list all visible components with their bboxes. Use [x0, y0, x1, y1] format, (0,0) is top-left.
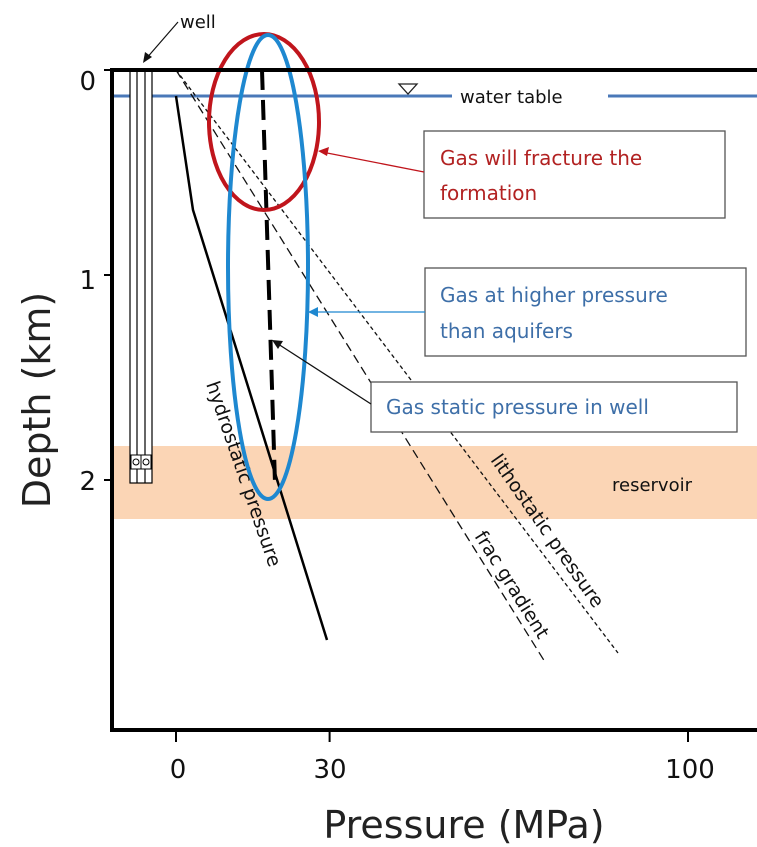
fracture-callout-box	[423, 130, 726, 219]
x-tick-label-30: 30	[313, 755, 346, 785]
well-casing	[129, 69, 153, 484]
gas-static-pressure-line	[260, 69, 277, 484]
higher-pressure-arrowhead	[308, 307, 318, 317]
well-arrow	[144, 21, 179, 61]
reservoir-label: reservoir	[612, 475, 693, 496]
static-pressure-arrowhead	[272, 340, 283, 349]
well-arrowhead	[143, 52, 152, 63]
static-pressure-callout-box	[370, 381, 738, 433]
x-tick-label-0: 0	[170, 755, 187, 785]
y-tick-label-0: 0	[79, 67, 96, 97]
fracture-arrowhead	[318, 147, 329, 156]
higher-pressure-line2: than aquifers	[440, 319, 573, 343]
fracture-zone-ellipse	[207, 32, 321, 212]
y-tick-marks	[104, 69, 112, 481]
y-tick-label-1: 1	[79, 266, 96, 296]
frac-gradient-label: frac gradient	[470, 527, 554, 643]
fracture-callout-line2: formation	[440, 181, 537, 205]
lithostatic-pressure-line	[175, 69, 619, 654]
x-tick-marks	[175, 730, 689, 742]
frac-gradient-line	[175, 69, 546, 663]
reservoir-band	[112, 446, 757, 519]
static-pressure-arrow	[274, 341, 372, 405]
higher-pressure-ellipse	[226, 33, 310, 501]
x-axis-title: Pressure (MPa)	[323, 803, 604, 847]
static-pressure-text: Gas static pressure in well	[386, 395, 649, 419]
fracture-callout-arrow	[321, 151, 425, 173]
y-tick-label-2: 2	[79, 467, 96, 497]
y-axis-title: Depth (km)	[15, 292, 59, 509]
higher-pressure-line1: Gas at higher pressure	[440, 283, 668, 307]
water-table-symbol	[397, 83, 419, 95]
well-label: well	[180, 12, 216, 33]
water-table-label: water table	[460, 87, 563, 108]
higher-pressure-callout-box	[424, 267, 747, 357]
x-tick-label-100: 100	[665, 755, 715, 785]
fracture-callout-line1: Gas will fracture the	[440, 146, 642, 170]
hydrostatic-pressure-line	[174, 95, 329, 641]
